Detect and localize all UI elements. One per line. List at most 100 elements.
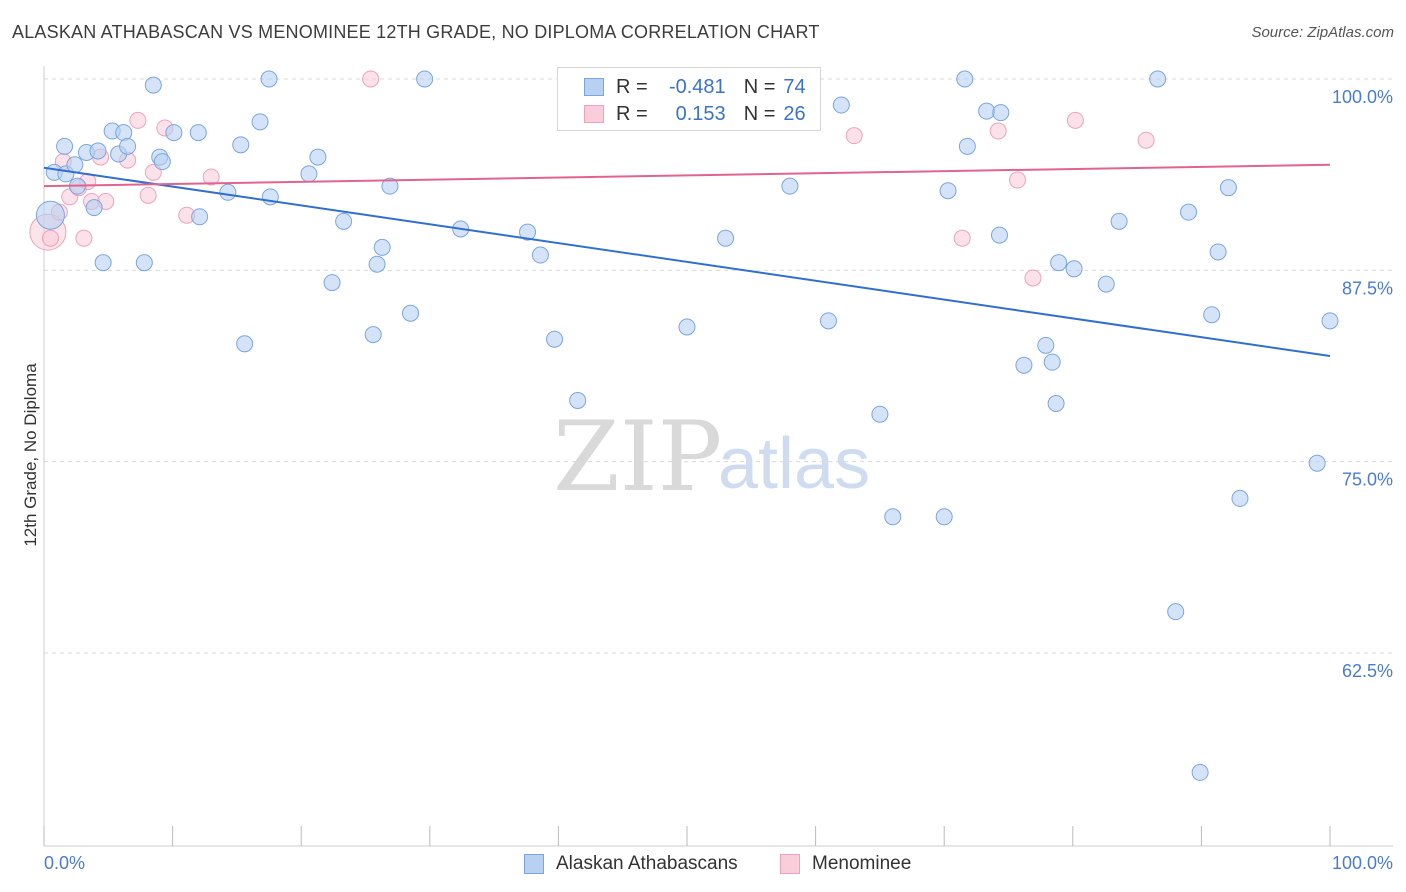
bottom-legend-athabascan: Alaskan Athabascans [524,852,738,876]
watermark-zip: ZIP [553,401,722,513]
legend-r-value: -0.481 [668,75,726,98]
athabascan-point [1015,356,1033,374]
athabascan-point [569,391,587,409]
athabascan-point [236,335,254,353]
athabascan-point [1037,336,1055,354]
blue-swatch-icon [584,78,604,96]
athabascan-point [300,165,318,183]
athabascan-point [781,177,799,195]
athabascan-point [309,148,327,166]
athabascan-point [1065,260,1083,278]
athabascan-point [85,199,103,217]
athabascan-point [119,137,137,155]
pink-swatch-icon [780,854,800,874]
menominee-point [1066,111,1084,129]
legend-r-value: 0.153 [675,102,726,125]
athabascan-point [1231,489,1249,507]
athabascan-point [832,96,850,114]
athabascan-point [89,142,107,160]
athabascan-point [1043,353,1061,371]
athabascan-point [66,156,84,174]
athabascan-point [1209,243,1227,261]
athabascan-point [958,137,976,155]
y-tick-label: 100.0% [1332,87,1393,107]
menominee-point [1009,171,1027,189]
x-tick-label-min: 0.0% [44,853,85,873]
athabascan-point [323,274,341,292]
athabascan-point [978,102,996,120]
athabascan-point [871,405,889,423]
athabascan-point [1321,312,1339,330]
athabascan-point [678,318,696,336]
legend-n-value: 74 [783,75,806,98]
athabascan-point [135,254,153,272]
athabascan-point [191,208,209,226]
pink-swatch-icon [584,105,604,123]
athabascan-point [1219,179,1237,197]
athabascan-point [1110,212,1128,230]
athabascan-point [153,153,171,171]
athabascan-point [992,104,1010,122]
athabascan-point [1167,603,1185,621]
watermark-atlas: atlas [718,424,870,504]
athabascan-point [144,76,162,94]
athabascan-point [251,113,269,131]
athabascan-point [1050,254,1068,272]
athabascan-point [990,226,1008,244]
athabascan-point [189,124,207,142]
legend-n-label: N = [743,75,776,98]
menominee-point [202,168,220,186]
athabascan-point [935,508,953,526]
bottom-legend-label: Alaskan Athabascans [556,853,738,874]
menominee-point [953,229,971,247]
watermark: ZIP atlas [553,401,870,513]
y-tick-label: 62.5% [1342,661,1393,681]
axes [43,66,1393,847]
athabascan-point [373,238,391,256]
legend-r-label: R = [616,75,648,98]
menominee-point [1137,131,1155,149]
athabascan-point [956,70,974,88]
athabascan-point [35,200,65,230]
athabascan-point [402,304,420,322]
athabascan-point [364,326,382,344]
menominee-point [362,70,380,88]
menominee-point [129,111,147,129]
athabascan-point [381,177,399,195]
athabascan-point [1047,395,1065,413]
menominee-trend-line [43,163,1331,188]
athabascan-point [939,182,957,200]
athabascan-point [232,136,250,154]
trend-lines [43,163,1331,358]
legend-n-value: 26 [783,102,806,125]
legend-row-athabascan: R = -0.481 N = 74 [584,75,806,99]
athabascan-point [884,508,902,526]
y-axis-label: 12th Grade, No Diploma [21,363,40,547]
athabascan-point [416,70,434,88]
athabascan-point [1191,763,1209,781]
menominee-point [845,127,863,145]
athabascan-point [219,183,237,201]
athabascan-point [1203,306,1221,324]
athabascan-point [335,212,353,230]
menominee-point [41,229,59,247]
menominee-point [75,229,93,247]
x-tick-label-max: 100.0% [1332,853,1393,873]
menominee-point [139,186,157,204]
legend-row-menominee: R = 0.153 N = 26 [584,102,806,126]
correlation-legend: R = -0.481 N = 74 R = 0.153 N = 26 [557,67,821,131]
athabascan-point [519,223,537,241]
legend-r-label: R = [616,102,648,125]
athabascan-point [546,330,564,348]
athabascan-point [1308,454,1326,472]
athabascan-point [56,137,74,155]
y-tick-label: 75.0% [1342,470,1393,490]
athabascan-point [368,255,386,273]
blue-swatch-icon [524,854,544,874]
y-tick-labels: 100.0% 87.5% 75.0% 62.5% [1332,87,1393,681]
athabascan-point [717,229,735,247]
athabascan-point [1149,70,1167,88]
athabascan-points [35,70,1339,781]
athabascan-point [94,254,112,272]
